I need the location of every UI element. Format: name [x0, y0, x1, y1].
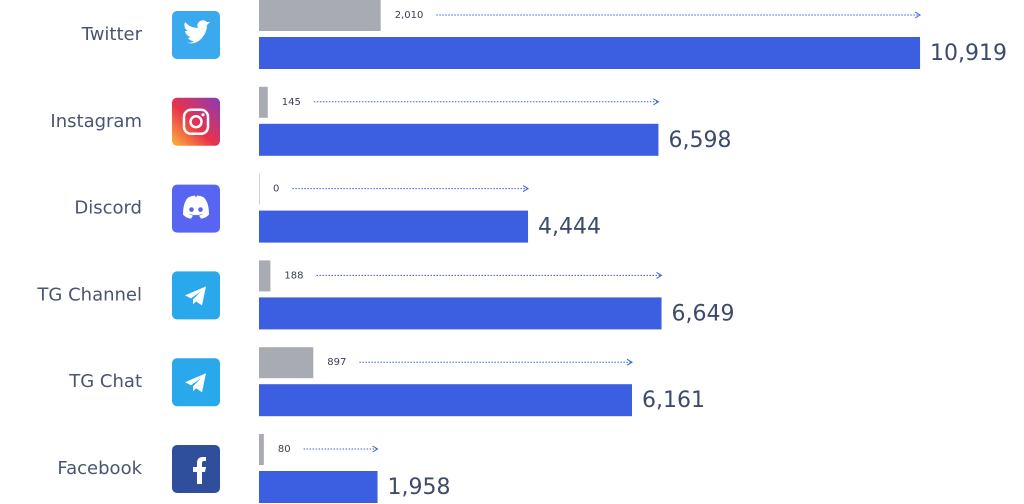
- icon-glyph: [184, 20, 210, 44]
- platform-icon: [172, 445, 220, 493]
- bar: [259, 123, 659, 156]
- value-label: 897: [327, 357, 346, 368]
- arrow-head: [626, 358, 633, 366]
- value-label: 6,598: [668, 128, 731, 153]
- bar: [259, 37, 921, 69]
- icon-glyph: [198, 207, 203, 212]
- arrow-head: [914, 11, 922, 19]
- bar: [259, 434, 264, 465]
- icon-background: [172, 97, 220, 146]
- platform-icon: [172, 271, 220, 320]
- bar: [259, 0, 381, 31]
- value-label: 80: [278, 444, 291, 455]
- bar: [259, 384, 632, 417]
- value-label: 4,444: [538, 215, 601, 240]
- bar: [259, 471, 378, 503]
- icon-background: [172, 358, 220, 407]
- icon-glyph: [185, 286, 206, 306]
- value-label: 0: [273, 184, 279, 195]
- value-label: 6,161: [642, 388, 705, 413]
- icon-glyph: [189, 207, 194, 212]
- value-label: 6,649: [672, 301, 735, 326]
- category-label: Discord: [74, 198, 142, 219]
- icon-glyph: [182, 108, 210, 136]
- bar: [259, 297, 662, 330]
- arrow-head: [653, 98, 660, 106]
- value-label: 10,919: [930, 41, 1007, 66]
- icon-glyph: [185, 373, 206, 393]
- category-label: Twitter: [81, 24, 143, 45]
- icon-background: [172, 271, 220, 320]
- category-label: Facebook: [57, 458, 142, 479]
- bar: [259, 210, 529, 243]
- bar: [259, 86, 268, 118]
- icon-glyph: [193, 457, 206, 484]
- icon-glyph: [201, 113, 205, 117]
- icon-glyph: [189, 115, 203, 129]
- bar: [259, 260, 271, 292]
- icon-glyph: [183, 195, 209, 219]
- arrow-head: [372, 445, 379, 453]
- bar: [259, 347, 314, 379]
- platform-icon: [172, 11, 220, 59]
- value-label: 2,010: [395, 10, 424, 21]
- value-label: 1,958: [388, 475, 451, 500]
- platform-icon: [172, 97, 220, 146]
- platform-icon: [172, 184, 220, 233]
- platform-icon: [172, 358, 220, 407]
- arrow-head: [656, 271, 663, 279]
- category-label: TG Chat: [68, 371, 142, 392]
- arrow-head: [522, 185, 530, 193]
- value-label: 145: [282, 97, 301, 108]
- value-label: 188: [284, 270, 303, 281]
- category-label: TG Channel: [36, 284, 142, 305]
- category-label: Instagram: [50, 111, 142, 132]
